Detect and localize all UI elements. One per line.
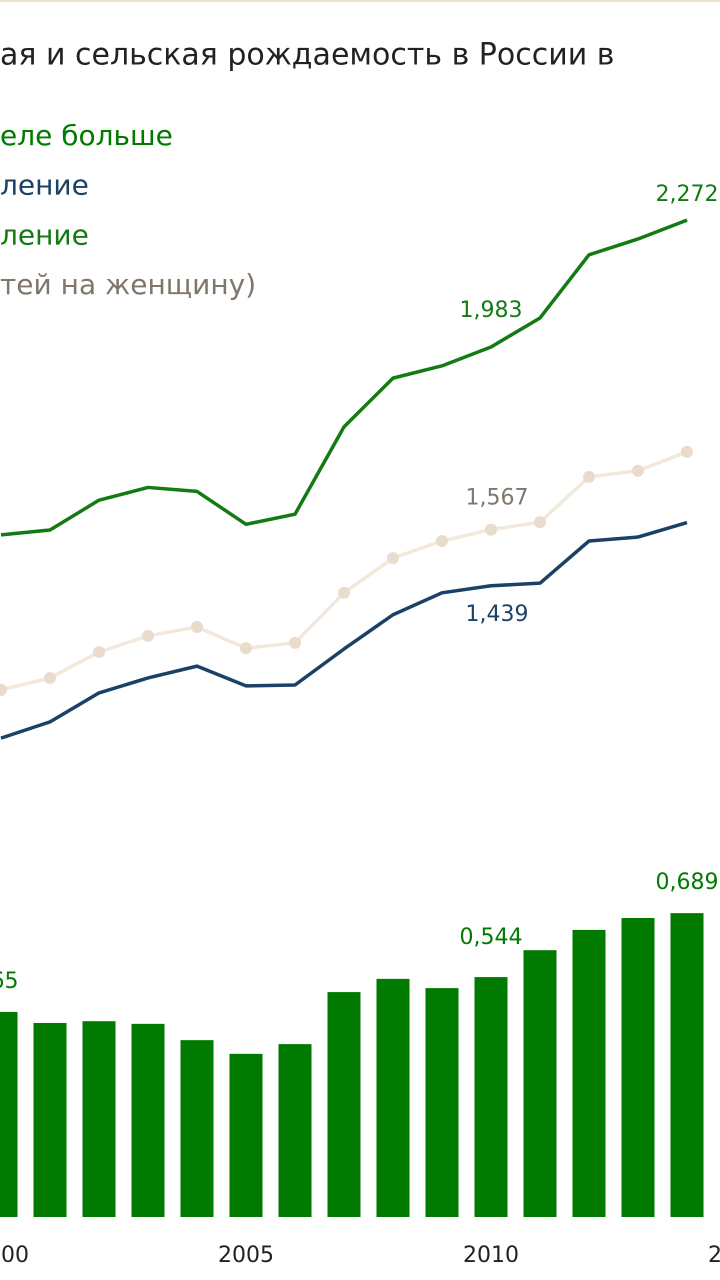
data-label: 0,465 — [0, 969, 18, 994]
bar — [474, 977, 508, 1217]
x-tick-label: 2015 — [708, 1243, 720, 1268]
line — [0, 520, 688, 740]
data-label: 0,689 — [656, 870, 719, 895]
legend-entry: ление — [0, 169, 89, 202]
bar — [572, 929, 606, 1217]
legend-entry: еле больше — [0, 119, 173, 152]
marker — [289, 636, 301, 649]
x-tick-label: 2000 — [0, 1243, 29, 1268]
bar — [523, 950, 557, 1217]
bar — [621, 918, 655, 1217]
bar — [0, 1011, 18, 1217]
marker — [0, 683, 7, 696]
x-tick-label: 2005 — [218, 1243, 274, 1268]
x-tick-label: 2010 — [463, 1243, 519, 1268]
bar — [33, 1022, 67, 1217]
data-label: 1,983 — [460, 298, 523, 323]
data-label: 0,544 — [460, 925, 523, 950]
marker — [93, 646, 105, 659]
legend-entry: тей на женщину) — [0, 268, 256, 301]
bar — [670, 913, 704, 1217]
data-label: 1,567 — [466, 486, 529, 511]
marker — [632, 464, 644, 477]
bar — [425, 988, 459, 1217]
data-label: 1,439 — [466, 602, 529, 627]
marker — [436, 535, 448, 548]
bar — [229, 1053, 263, 1217]
marker — [240, 642, 252, 655]
bar — [82, 1021, 116, 1217]
line — [0, 218, 688, 537]
data-label: 2,272 — [656, 182, 719, 207]
marker — [44, 671, 56, 684]
bar — [180, 1040, 214, 1217]
marker — [191, 621, 203, 634]
marker — [338, 586, 350, 599]
bar — [131, 1023, 165, 1217]
bar — [327, 992, 361, 1217]
bar — [278, 1044, 312, 1217]
chart-title: ая и сельская рождаемость в России в — [0, 38, 614, 73]
bar — [376, 978, 410, 1217]
marker — [534, 516, 546, 529]
legend-entry: ление — [0, 218, 89, 251]
marker — [142, 629, 154, 642]
marker — [583, 470, 595, 483]
marker — [485, 523, 497, 536]
marker — [681, 445, 693, 458]
marker — [387, 552, 399, 565]
